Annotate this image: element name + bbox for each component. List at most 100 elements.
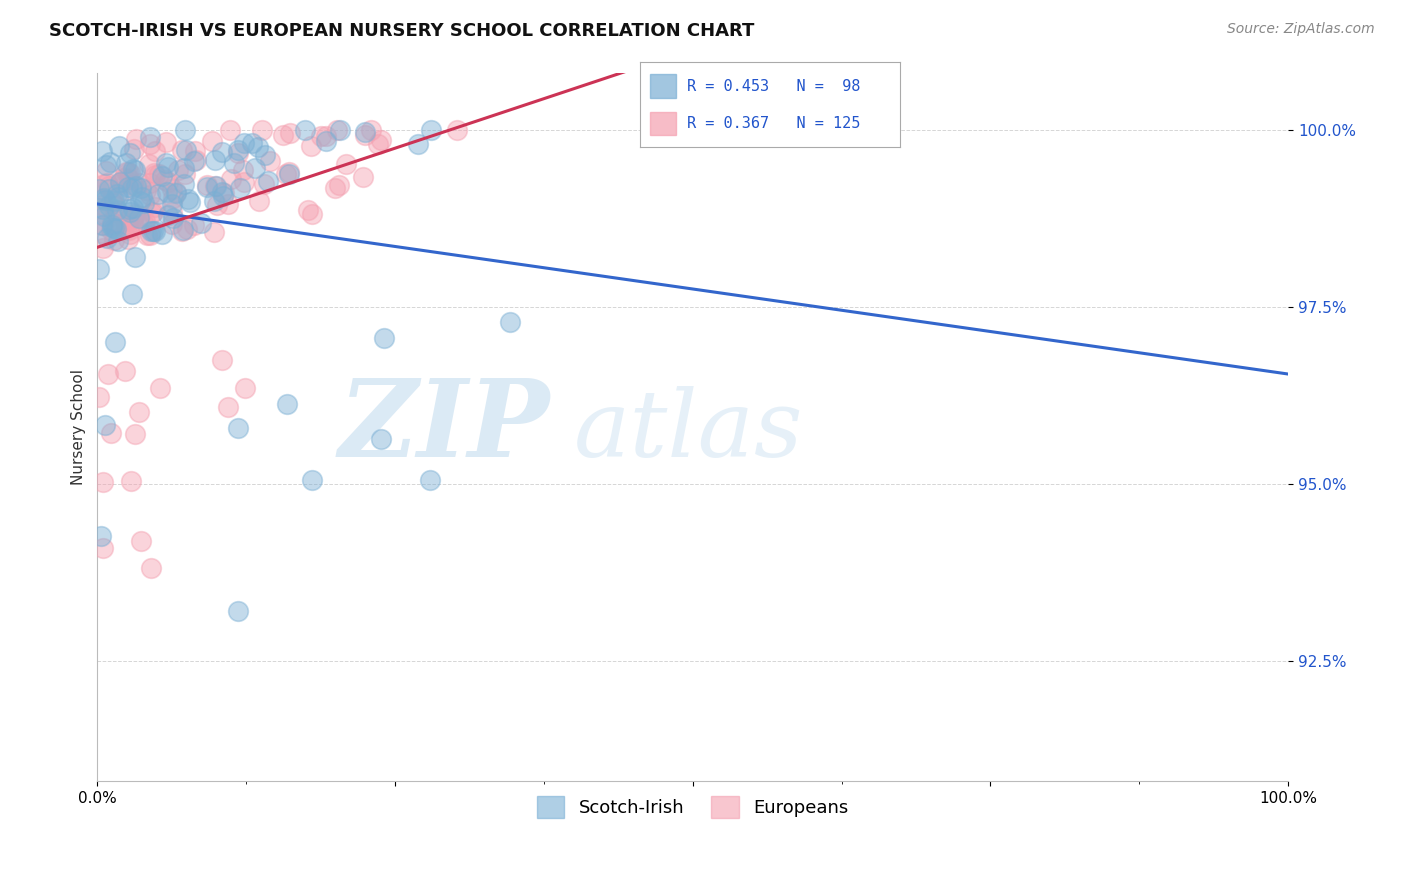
Point: [97, 178, 120, 193]
Point: [139, 227, 162, 242]
Point: [353, 125, 375, 139]
Point: [121, 201, 143, 215]
Point: [90, 529, 112, 543]
Point: [143, 200, 166, 214]
Point: [115, 183, 138, 197]
Point: [252, 122, 274, 136]
Point: [202, 225, 225, 239]
Point: [148, 186, 170, 201]
Point: [124, 163, 146, 178]
Point: [150, 169, 173, 184]
Point: [326, 122, 349, 136]
Point: [118, 223, 141, 237]
Point: [352, 169, 374, 184]
Point: [105, 186, 128, 201]
Point: [91, 240, 114, 254]
Point: [174, 122, 197, 136]
Point: [124, 250, 146, 264]
Point: [232, 136, 254, 151]
Point: [138, 188, 160, 202]
Point: [205, 179, 228, 194]
Point: [360, 122, 382, 136]
Point: [162, 191, 184, 205]
Point: [128, 404, 150, 418]
Point: [117, 232, 139, 246]
Point: [105, 202, 128, 217]
Point: [98, 182, 121, 196]
Point: [228, 180, 250, 194]
Point: [129, 181, 152, 195]
Point: [173, 177, 195, 191]
Point: [104, 334, 127, 349]
Point: [190, 216, 212, 230]
Point: [170, 143, 193, 157]
Point: [143, 145, 166, 159]
Point: [115, 217, 138, 231]
Point: [121, 181, 143, 195]
Point: [211, 188, 233, 202]
Point: [93, 418, 115, 433]
Point: [107, 235, 129, 249]
Point: [89, 262, 111, 277]
Point: [93, 207, 115, 221]
Point: [93, 209, 115, 223]
Point: [94, 163, 117, 178]
Point: [93, 177, 115, 191]
Point: [152, 227, 174, 241]
Text: ZIP: ZIP: [339, 374, 550, 480]
Point: [243, 161, 266, 175]
Point: [124, 207, 146, 221]
Point: [103, 221, 125, 235]
Point: [87, 201, 110, 215]
Point: [134, 214, 156, 228]
Point: [160, 182, 183, 196]
Point: [100, 215, 122, 229]
Point: [128, 194, 150, 208]
Point: [87, 182, 110, 196]
Point: [117, 179, 139, 194]
Point: [91, 541, 114, 555]
Point: [143, 168, 166, 182]
Point: [103, 234, 125, 248]
Point: [100, 426, 122, 441]
Point: [138, 176, 160, 190]
Point: [204, 178, 226, 193]
Point: [104, 199, 127, 213]
Point: [254, 148, 277, 162]
Point: [253, 178, 276, 192]
Point: [157, 175, 180, 189]
Point: [98, 155, 121, 169]
Point: [278, 164, 301, 178]
Point: [226, 146, 249, 161]
Point: [195, 178, 218, 192]
Point: [212, 186, 235, 200]
Point: [138, 157, 160, 171]
Point: [87, 390, 110, 404]
Point: [125, 132, 148, 146]
Point: [91, 202, 114, 217]
Point: [122, 211, 145, 225]
Point: [100, 223, 122, 237]
Point: [205, 198, 228, 212]
Point: [93, 193, 115, 207]
Point: [141, 223, 163, 237]
Point: [101, 193, 124, 207]
Point: [139, 130, 162, 145]
Point: [201, 134, 224, 148]
Point: [107, 139, 129, 153]
Point: [204, 153, 226, 167]
Point: [117, 165, 139, 179]
Point: [142, 224, 165, 238]
Point: [195, 180, 218, 194]
Point: [122, 142, 145, 156]
Point: [420, 122, 443, 136]
Point: [141, 206, 163, 220]
Point: [103, 194, 125, 209]
Point: [93, 191, 115, 205]
Point: [107, 190, 129, 204]
Point: [118, 202, 141, 216]
Point: [173, 161, 195, 175]
Point: [172, 223, 194, 237]
Point: [138, 136, 160, 151]
Point: [301, 207, 323, 221]
